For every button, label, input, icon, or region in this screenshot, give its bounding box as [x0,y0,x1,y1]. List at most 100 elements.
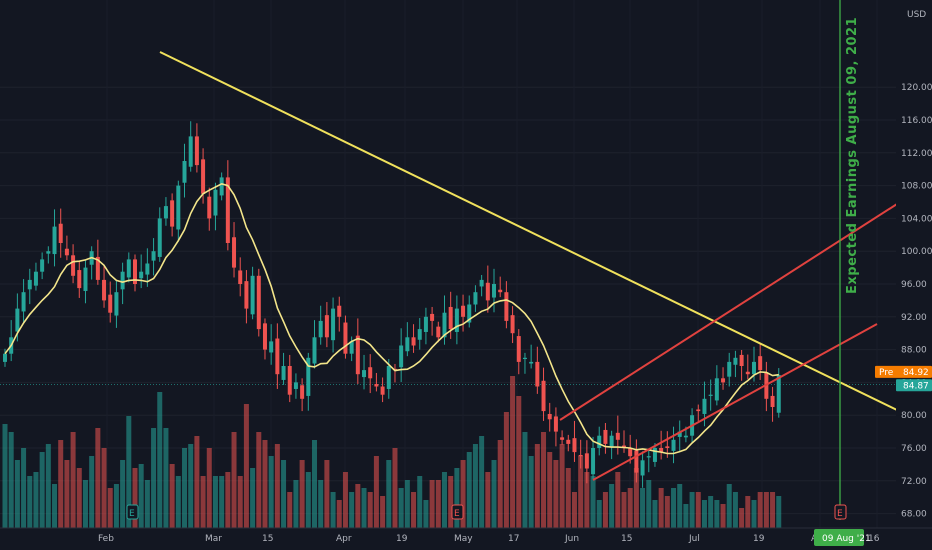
candle-body [461,305,466,317]
candle-body [721,378,726,383]
time-tick-label: 16 [868,534,880,544]
candle-body [293,382,298,389]
volume-bar [361,488,367,528]
candle-body [362,370,367,378]
volume-bar [349,492,355,528]
volume-bar [745,496,751,528]
volume-bar [683,504,689,528]
candle-body [609,435,614,447]
volume-bar [299,460,305,528]
volume-bar [491,460,497,528]
candle-body [132,259,137,284]
earnings-marker-label: E [129,509,135,519]
volume-bar [726,484,732,528]
candle-body [151,251,156,261]
volume-bar [584,472,590,528]
candle-body [727,361,732,377]
candle-body [219,177,224,196]
volume-bar [175,476,181,528]
volume-bar [8,432,14,528]
candle-body [232,237,237,268]
candle-body [83,267,88,291]
candle-body [262,323,267,350]
volume-bar [429,480,435,528]
candle-body [225,177,230,243]
volume-bar [763,492,769,528]
candle-body [312,337,317,364]
candle-body [399,345,404,368]
moving-average-line [4,182,779,455]
volume-bars [2,376,782,528]
candle-body [374,384,379,387]
volume-bar [293,480,299,528]
candle-body [770,395,775,407]
candle-body [628,448,633,457]
volume-bar [225,472,231,528]
volume-bar [732,492,738,528]
candle-body [702,398,707,414]
earnings-marker [451,504,464,520]
candle-body [349,341,354,354]
volume-bar [138,464,144,528]
candle-body [244,281,249,309]
volume-bar [534,444,540,528]
price-tick-label: 108.00 [901,182,932,192]
candle-body [368,367,373,379]
volume-bar [757,492,763,528]
candle-body [58,223,63,243]
price-tick-label: 100.00 [901,247,932,257]
volume-bar [52,484,58,528]
volume-bar [695,492,701,528]
volume-bar [342,472,348,528]
time-tick-label: Feb [98,534,114,544]
candle-body [454,308,459,332]
candle-body [442,312,447,338]
earnings-marker [834,504,847,520]
volume-bar [268,456,274,528]
volume-bar [664,496,670,528]
candle-body [423,316,428,332]
candle-body [182,161,187,183]
volume-bar [287,492,293,528]
candle-body [337,305,342,317]
candle-body [77,270,82,289]
volume-bar [776,496,782,528]
candle-body [201,159,206,194]
candle-body [139,271,144,279]
candle-body [102,279,107,301]
volume-bar [89,456,95,528]
candle-body [479,279,484,287]
volume-bar [640,488,646,528]
volume-bar [336,500,342,528]
candle-body [120,271,125,290]
volume-bar [2,424,8,528]
candle-body [683,435,688,438]
candle-body [504,292,509,321]
candle-body [343,322,348,354]
volume-bar [671,488,677,528]
volume-bar [231,432,237,528]
volume-bar [64,460,70,528]
volume-bar [602,492,608,528]
earnings-date-tag: 09 Aug '21 [814,529,871,546]
candle-body [411,337,416,346]
price-tick-label: 112.00 [901,149,932,159]
volume-bar [770,492,776,528]
volume-bar [113,484,119,528]
earnings-marker-label: E [837,509,843,519]
candle-body [281,366,286,380]
candle-body [485,282,490,301]
volume-bar [120,460,126,528]
candle-body [256,275,261,330]
candle-body [578,454,583,457]
price-tick-label: 68.00 [901,510,927,520]
volume-bar [39,452,45,528]
candle-body [300,385,305,399]
volume-bar [305,472,311,528]
candle-body [405,337,410,352]
volume-bar [163,428,169,528]
volume-bar [200,476,206,528]
volume-bar [169,464,175,528]
